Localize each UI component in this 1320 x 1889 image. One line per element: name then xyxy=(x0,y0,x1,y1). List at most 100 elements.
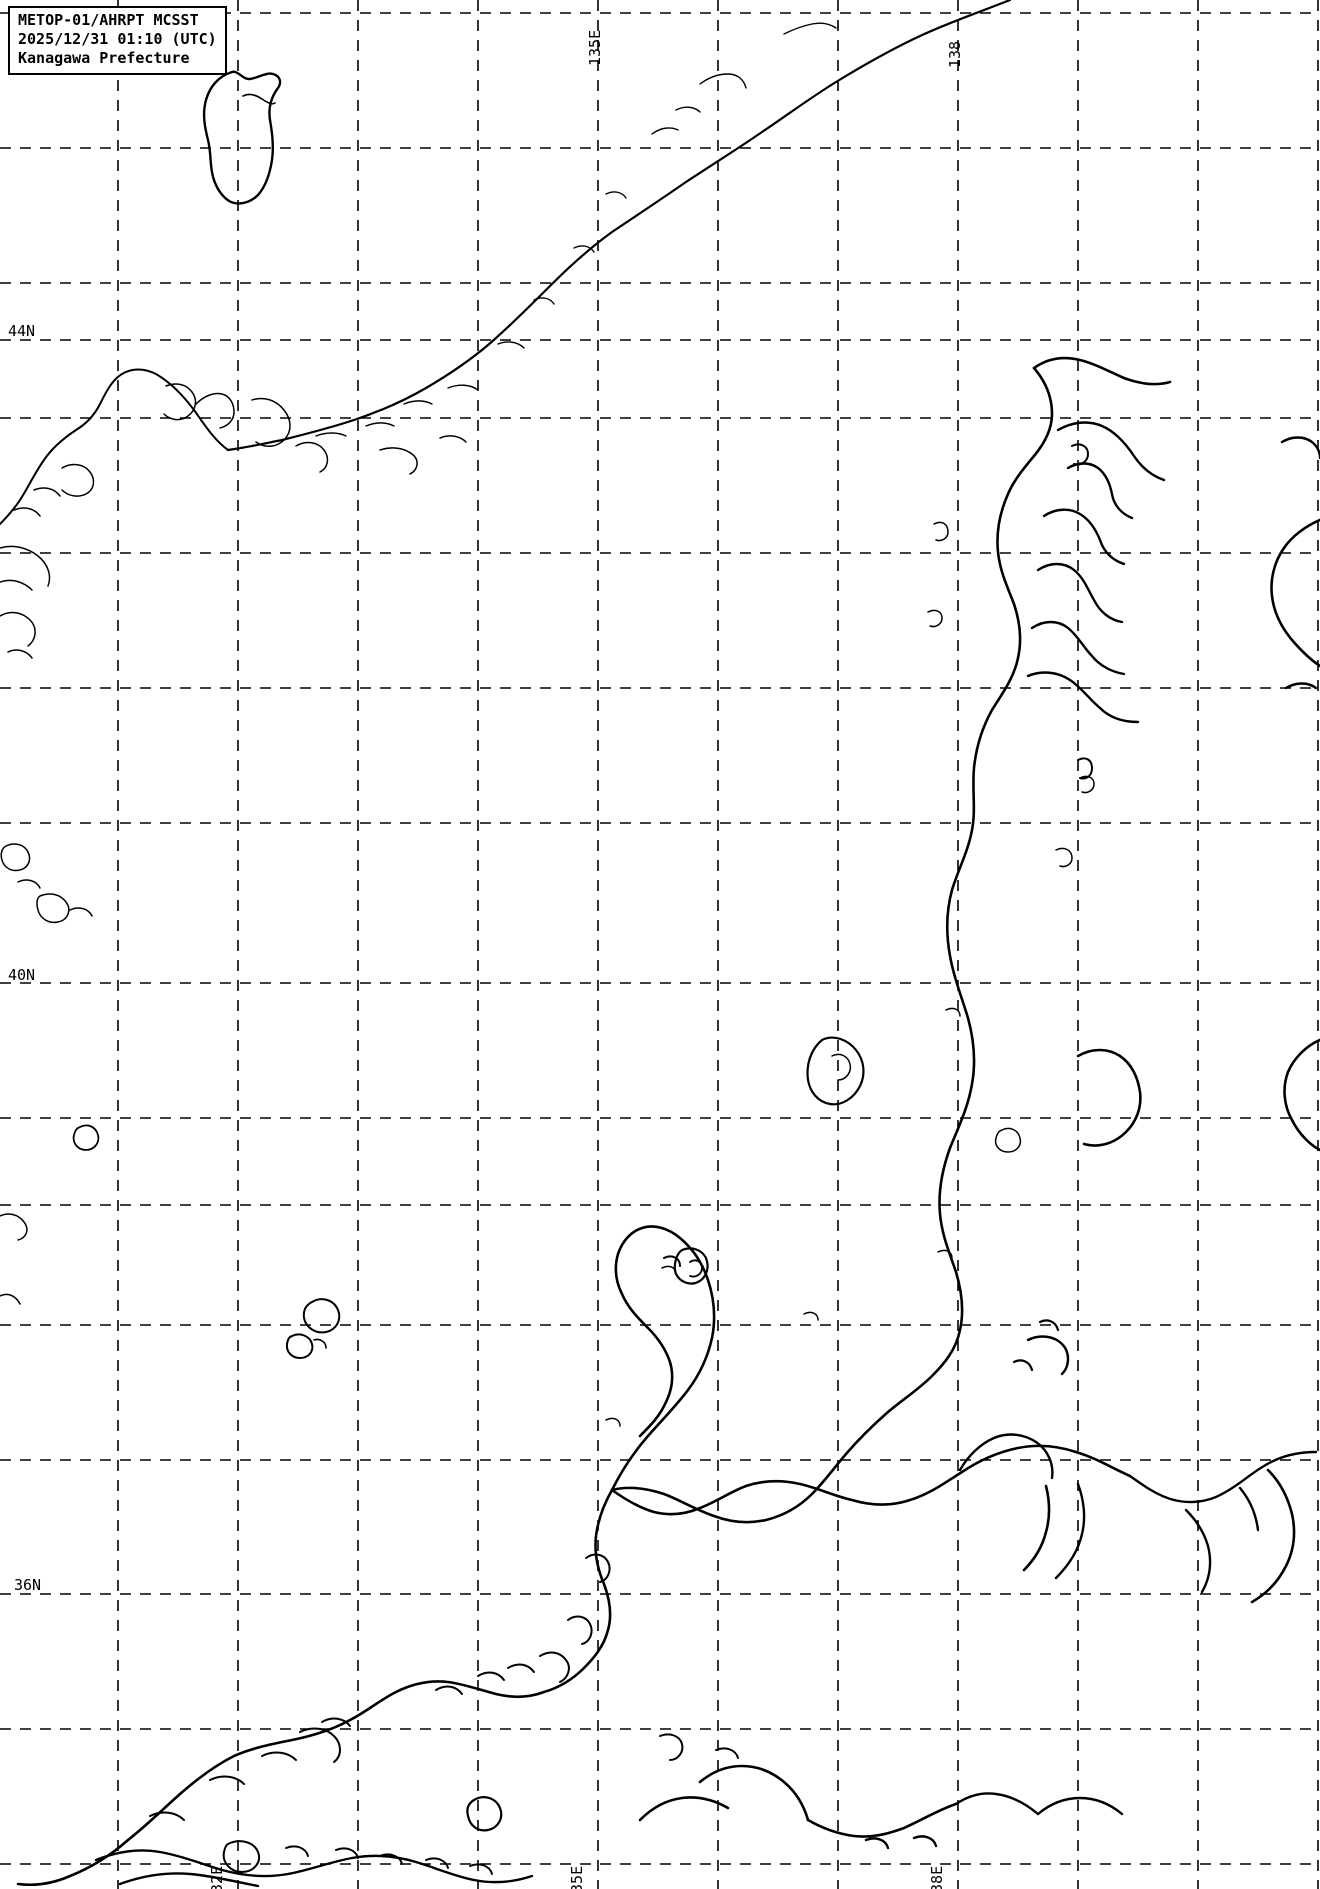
coastline-hokkaido-bay-e xyxy=(1030,620,1126,676)
coastline-honshu-bay-notch-c xyxy=(539,1651,570,1683)
coastline-hokkaido-bay-d xyxy=(1036,562,1124,624)
coastline-sado-island xyxy=(806,1036,865,1106)
coastline-west-mainland-inlet-j xyxy=(0,545,51,587)
coastline-right-edge-coast-a xyxy=(1270,518,1320,668)
longitude-label-135e-top: 135E xyxy=(586,29,604,66)
coastline-seto-island-b xyxy=(285,1845,309,1857)
coastline-oki-islands-main xyxy=(302,1298,341,1334)
coastline-tokai-bump-d xyxy=(864,1837,890,1850)
coastline-west-mainland-inlet-b xyxy=(163,383,197,421)
coastline-primorye-detail-l xyxy=(315,432,347,437)
coastline-chugoku-detail-a xyxy=(299,1727,341,1763)
coastline-tokai-bump-b xyxy=(638,1796,730,1822)
coastline-honshu-japan-sea-coast xyxy=(16,1488,614,1887)
coastline-primorye-detail-h xyxy=(497,341,525,349)
coastline-inland-water-a xyxy=(659,1733,684,1761)
coastline-pacific-headland-b xyxy=(1184,1508,1212,1594)
coastline-hokkaido-tohoku-east xyxy=(610,366,1054,1524)
coastline-inland-water-b xyxy=(715,1747,739,1759)
coastline-islet-west-b xyxy=(17,879,41,889)
coastline-primorye-detail-c xyxy=(675,106,701,113)
coastline-seto-island-f xyxy=(469,1863,493,1875)
coastline-west-mainland-inlet-e xyxy=(379,447,418,475)
coastline-hokkaido-bay-f xyxy=(1026,671,1140,724)
coastline-west-mainland-inlet-m xyxy=(7,649,33,659)
coastline-shikoku-north xyxy=(118,1872,260,1888)
coastline-west-mainland-inlet-k xyxy=(0,579,33,591)
coastline-hokkaido-island-right-a xyxy=(1071,443,1089,466)
coastline-primorye-detail-i xyxy=(447,384,479,391)
coastline-hokkaido-northwest-lobe xyxy=(1032,356,1172,386)
coastline-honshu-bay-notch-e xyxy=(477,1671,505,1681)
coastline-island-small-mid-left xyxy=(72,1124,100,1151)
coastline-chugoku-detail-c xyxy=(261,1751,297,1761)
coastline-islet-sea-d xyxy=(927,609,943,628)
coastline-west-mainland-inlet-f xyxy=(439,435,467,443)
coastline-west-mainland-fringe xyxy=(0,368,229,525)
coastline-primorye-detail-d xyxy=(651,127,679,135)
coastline-seto-island-a xyxy=(222,1840,260,1873)
coastline-hokkaido-bay-c xyxy=(1042,508,1126,566)
map-title-product: METOP-01/AHRPT MCSST xyxy=(18,11,199,29)
coastline-tokai-bump-g xyxy=(1036,1796,1124,1816)
coastline-kanto-bay-a xyxy=(958,1433,1054,1480)
coastline-sado-island-inner xyxy=(831,1053,852,1081)
coastline-honshu-bay-notch-b xyxy=(567,1615,593,1645)
latitude-label-36n: 36N xyxy=(14,1576,42,1594)
coastline-sakhalin-inlet xyxy=(242,93,276,105)
latitude-label-40n: 40N xyxy=(8,966,36,984)
coastline-kanto-pacific-coast xyxy=(610,1444,1132,1516)
coastline-islet-west-e xyxy=(0,1213,28,1241)
coastline-seto-island-d xyxy=(379,1853,403,1865)
map-title-region: Kanagawa Prefecture xyxy=(18,49,190,68)
coastline-west-mainland-inlet-l xyxy=(0,611,36,647)
coastline-islet-sea-j xyxy=(605,1417,621,1427)
map-title-timestamp: 2025/12/31 01:10 (UTC) xyxy=(18,30,217,49)
coastline-tokai-bump-a xyxy=(698,1764,810,1822)
coastline-noto-tip xyxy=(663,1255,681,1267)
coastline-primorye-detail-j xyxy=(403,400,433,405)
coastline-noto-peninsula xyxy=(610,1225,716,1492)
coastline-west-mainland-inlet-d xyxy=(295,441,329,473)
coastline-honshu-bay-notch-a xyxy=(585,1553,611,1583)
coastline-islet-west-f xyxy=(0,1293,21,1305)
coastline-kanto-bay-b xyxy=(1054,1482,1086,1580)
coastline-chugoku-detail-d xyxy=(209,1775,245,1785)
coastline-seto-inland-sea xyxy=(94,1849,534,1884)
coastline-izu-peninsula xyxy=(1022,1484,1051,1572)
coastline-islet-sea-b xyxy=(1079,775,1095,794)
coastline-primorye-detail-f xyxy=(573,245,595,253)
longitude-label-138e-bottom: 138E xyxy=(928,1865,946,1889)
coastline-pacific-headland-a xyxy=(1128,1450,1318,1504)
coastline-chugoku-detail-b xyxy=(321,1717,351,1727)
coastline-tokai-bump-f xyxy=(954,1792,1040,1816)
coastline-right-edge-coast-b xyxy=(1280,436,1320,460)
coastline-chugoku-detail-e xyxy=(149,1811,185,1821)
coastline-honshu-bay-notch-f xyxy=(435,1685,463,1695)
latitude-label-44n: 44N xyxy=(8,322,36,340)
coastline-west-mainland-inlet-c xyxy=(251,397,291,447)
coastline-tokai-bump-c xyxy=(806,1802,958,1838)
coastline-islet-sea-h xyxy=(803,1311,819,1321)
coastline-oki-islands-small-b xyxy=(313,1338,327,1349)
coastline-oki-islands-small-a xyxy=(285,1333,314,1359)
coastline-primorye-detail-g xyxy=(533,297,555,305)
longitude-label-132e-bottom: 132E xyxy=(208,1865,226,1889)
coastline-hokkaido-bay-a xyxy=(1056,421,1166,482)
map-title-box: METOP-01/AHRPT MCSST 2025/12/31 01:10 (U… xyxy=(8,6,227,75)
coastline-noto-inner-detail xyxy=(673,1247,709,1285)
coastline-primorye-detail-e xyxy=(605,191,627,199)
coastline-tokai-bump-e xyxy=(912,1835,938,1848)
coastline-hokkaido-island-right-b xyxy=(1077,757,1093,780)
longitude-label-135e-bottom: 135E xyxy=(568,1865,586,1889)
coastline-honshu-bay-notch-d xyxy=(507,1663,535,1673)
coastline-primorye-mainland xyxy=(226,0,1012,452)
coastline-islet-sea-f xyxy=(945,1007,961,1017)
coastline-islet-west-c xyxy=(36,893,70,924)
coastline-islet-sea-c xyxy=(1055,847,1073,868)
coastline-primorye-detail-a xyxy=(783,22,837,35)
coastline-west-mainland-inlet-i xyxy=(13,507,41,517)
